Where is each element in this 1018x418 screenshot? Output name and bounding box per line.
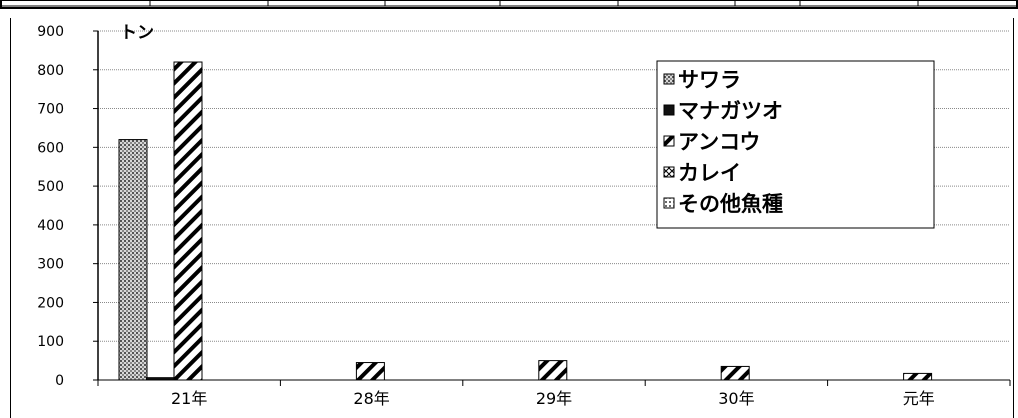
legend-swatch-managatsuo [663, 104, 675, 116]
y-tick-label: 0 [55, 373, 64, 389]
y-tick-label: 600 [37, 140, 64, 156]
y-tick-label: 300 [37, 257, 64, 273]
legend-label-sawara: サワラ [678, 68, 741, 92]
y-tick-label: 800 [37, 63, 64, 79]
bar-ankou [173, 61, 203, 381]
y-tick-label: 200 [37, 295, 64, 311]
bar-managatsuo [146, 377, 175, 381]
chart-frame [10, 18, 1014, 418]
legend-box [656, 60, 935, 229]
y-tick-label: 900 [37, 24, 64, 40]
legend-swatch-sonota [663, 197, 675, 209]
bar-ankou [355, 362, 385, 381]
top-table-border [0, 0, 1018, 9]
y-tick-label: 500 [37, 179, 64, 195]
x-tick-label: 28年 [353, 389, 389, 408]
legend-swatch-karei [663, 166, 675, 178]
bar-ankou [538, 360, 568, 381]
legend-label-karei: カレイ [678, 161, 741, 185]
bar-sawara [118, 139, 148, 381]
bars [118, 61, 933, 381]
y-axis-ticks: 0 100 200 300 400 500 600 700 800 900 [37, 24, 98, 389]
x-tick-label: 21年 [171, 389, 207, 408]
legend-swatch-ankou [663, 135, 675, 147]
legend-swatch-sawara [663, 73, 675, 85]
y-tick-label: 400 [37, 218, 64, 234]
x-axis-ticks: 21年 28年 29年 30年 元年 [171, 389, 935, 408]
x-tick-label: 30年 [718, 389, 754, 408]
y-tick-label: 100 [37, 334, 64, 350]
legend-label-managatsuo: マナガツオ [678, 99, 783, 123]
x-tick-label: 29年 [536, 389, 572, 408]
legend-label-ankou: アンコウ [678, 130, 760, 154]
x-tick-label: 元年 [903, 389, 935, 408]
bar-ankou [903, 372, 933, 381]
legend-label-sonota: その他魚種 [678, 192, 783, 216]
y-tick-label: 700 [37, 102, 64, 118]
bar-ankou [720, 365, 750, 381]
unit-label: トン [120, 23, 154, 43]
